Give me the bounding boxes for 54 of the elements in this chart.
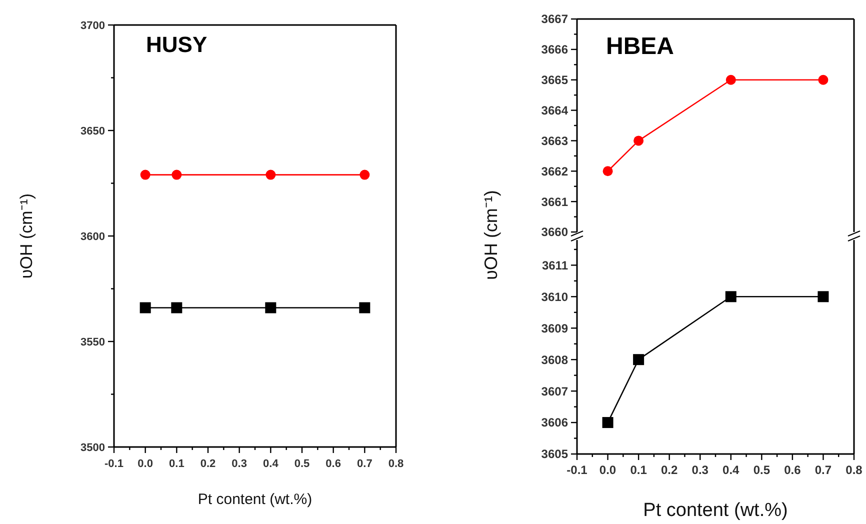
x-tick-label: 0.2 — [660, 463, 678, 477]
y-tick-label: 3609 — [541, 321, 568, 336]
y-tick-label: 3665 — [541, 73, 568, 88]
point — [633, 354, 644, 366]
x-tick-label: 0.8 — [388, 458, 404, 470]
x-tick-label: 0.3 — [692, 463, 709, 477]
y-tick-label: 3607 — [541, 384, 568, 398]
y-axis-title: υOH (cm⁻¹) — [17, 193, 36, 279]
x-tick-label: -0.1 — [566, 463, 588, 477]
x-axis-title: Pt content (wt.%) — [643, 500, 788, 521]
y-tick-label: 3611 — [542, 258, 568, 272]
y-tick-label: 3662 — [541, 164, 568, 178]
x-tick-label: 0.0 — [599, 463, 616, 477]
x-tick-label: 0.4 — [722, 463, 740, 477]
x-tick-label: 0.1 — [169, 458, 184, 470]
y-tick-label: 3650 — [80, 125, 105, 138]
y-tick-label: 3667 — [541, 12, 568, 26]
point — [634, 136, 644, 146]
y-tick-label: 3666 — [541, 42, 568, 57]
y-tick-label: 3660 — [541, 225, 568, 240]
x-axis-title: Pt content (wt.%) — [198, 491, 312, 508]
y-tick-label: 3605 — [541, 447, 568, 462]
x-tick-label: 0.6 — [326, 458, 341, 470]
chart-title: HUSY — [146, 32, 208, 57]
y-axis-title: υOH (cm⁻¹) — [481, 190, 501, 280]
x-tick-label: 0.7 — [814, 463, 832, 477]
x-tick-label: 0.5 — [753, 463, 770, 477]
y-tick-label: 3600 — [80, 230, 105, 243]
point — [818, 291, 829, 302]
x-tick-label: 0.7 — [357, 458, 372, 470]
text: HBEA — [606, 33, 674, 60]
y-tick-label: 3500 — [80, 442, 105, 454]
x-tick-label: 0.6 — [784, 463, 802, 477]
x-tick-label: 0.2 — [200, 458, 216, 470]
x-tick-label: 0.0 — [138, 458, 153, 470]
x-tick-label: 0.3 — [232, 458, 247, 470]
y-tick-label: 3606 — [541, 416, 568, 430]
y-tick-label: 3661 — [541, 194, 568, 209]
y-tick-label: 3663 — [541, 134, 568, 148]
point — [725, 291, 736, 302]
point — [726, 74, 736, 85]
x-tick-label: 0.4 — [263, 458, 280, 470]
y-tick-label: 3700 — [80, 20, 105, 32]
point — [602, 166, 613, 176]
y-tick-label: 3608 — [541, 352, 568, 367]
x-tick-label: 0.8 — [846, 463, 863, 477]
point — [818, 74, 828, 85]
y-tick-label: 3664 — [541, 103, 568, 118]
y-tick-label: 3610 — [541, 290, 568, 304]
point — [602, 417, 614, 428]
x-tick-label: 0.1 — [630, 463, 648, 477]
x-tick-label: -0.1 — [104, 458, 124, 470]
x-tick-label: 0.5 — [294, 458, 310, 470]
y-tick-label: 3550 — [80, 336, 105, 348]
